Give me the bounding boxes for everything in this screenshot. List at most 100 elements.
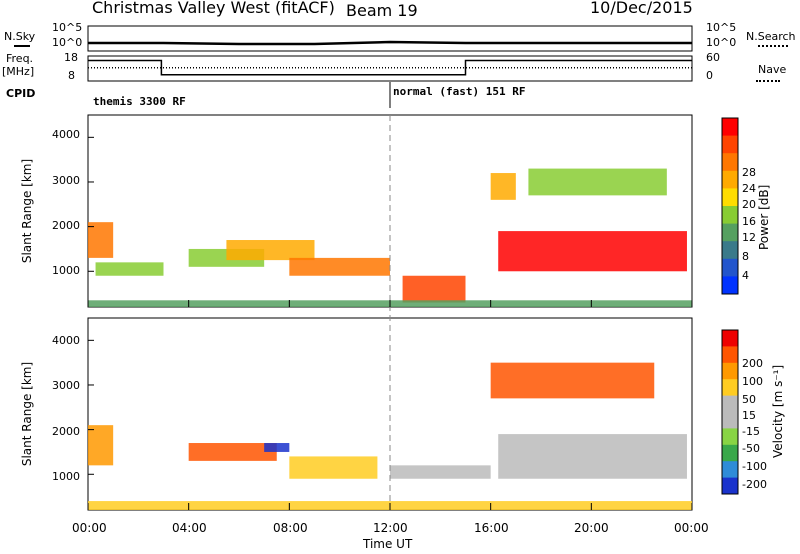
power-colorbar-swatch <box>722 135 738 154</box>
freq-series <box>88 59 692 76</box>
velocity-ytick-1000: 1000 <box>52 470 80 483</box>
velocity-colorbar-swatch <box>722 395 738 413</box>
power-colorbar-swatch <box>722 206 738 225</box>
xtick-4: 16:00 <box>474 521 509 535</box>
nsearch-marker <box>758 45 788 47</box>
nsearch-label: N.Search <box>746 30 796 43</box>
velocity-ytick-3000: 3000 <box>52 379 80 392</box>
cpid-mode-2: normal (fast) 151 RF <box>393 85 526 98</box>
velocity-region <box>264 443 290 452</box>
velocity-colorbar-swatch <box>722 379 738 397</box>
power-region <box>402 275 466 303</box>
noise-left-tick-top: 10^5 <box>52 21 83 34</box>
nave-marker <box>756 80 780 82</box>
power-region <box>88 222 114 258</box>
page-title: Christmas Valley West (fitACF) <box>92 0 335 17</box>
power-cb-tick-16: 16 <box>742 215 756 228</box>
noise-right-tick-top: 10^5 <box>706 21 737 34</box>
velocity-cb-tick-m50: -50 <box>742 442 760 455</box>
xtick-6: 00:00 <box>674 521 709 535</box>
velocity-cb-tick-200: 200 <box>742 357 763 370</box>
power-region <box>498 231 687 272</box>
power-ytick-1000: 1000 <box>52 264 80 277</box>
power-colorbar-swatch <box>722 153 738 172</box>
velocity-colorbar-swatch <box>722 461 738 479</box>
noise-sky-line <box>88 40 692 46</box>
velocity-colorbar <box>721 329 739 495</box>
freq-left-tick-top: 18 <box>64 51 78 64</box>
velocity-region <box>289 456 378 479</box>
xtick-2: 08:00 <box>273 521 308 535</box>
power-colorbar-swatch <box>722 223 738 242</box>
power-colorbar <box>721 117 739 295</box>
noise-right-tick-bottom: 10^0 <box>706 36 737 49</box>
xtick-5: 20:00 <box>574 521 609 535</box>
nsky-marker <box>14 45 30 47</box>
velocity-colorbar-swatch <box>722 330 738 347</box>
power-ytick-4000: 4000 <box>52 128 80 141</box>
power-cb-tick-20: 20 <box>742 198 756 211</box>
velocity-region <box>88 425 114 466</box>
freq-left-tick-bottom: 8 <box>68 69 75 82</box>
cpid-mode-1: themis 3300 RF <box>93 95 186 108</box>
velocity-region <box>390 465 491 479</box>
power-ytick-3000: 3000 <box>52 174 80 187</box>
power-colorbar-swatch <box>722 276 738 295</box>
freq-line <box>88 59 692 76</box>
velocity-cb-tick-m100: -100 <box>742 460 767 473</box>
beam-label: Beam 19 <box>346 1 418 20</box>
velocity-ytick-4000: 4000 <box>52 334 80 347</box>
velocity-colorbar-label: Velocity [m s⁻¹] <box>771 364 785 458</box>
velocity-cb-tick-15: 15 <box>742 409 756 422</box>
power-colorbar-swatch <box>722 241 738 260</box>
xaxis-label: Time UT <box>363 537 413 551</box>
axis-ticks <box>87 136 693 510</box>
velocity-cb-tick-m200: -200 <box>742 478 767 491</box>
power-region <box>226 240 315 261</box>
cpid-label: CPID <box>6 87 36 100</box>
velocity-colorbar-swatch <box>722 412 738 429</box>
freq-right-tick-bottom: 0 <box>706 69 713 82</box>
velocity-colorbar-swatch <box>722 362 738 380</box>
xtick-1: 04:00 <box>172 521 207 535</box>
xtick-3: 12:00 <box>373 521 408 535</box>
power-cb-tick-28: 28 <box>742 166 756 179</box>
velocity-ytick-2000: 2000 <box>52 425 80 438</box>
velocity-colorbar-swatch <box>722 477 738 495</box>
power-colorbar-swatch <box>722 118 738 137</box>
freq-right-tick-top: 60 <box>706 51 720 64</box>
velocity-ylabel: Slant Range [km] <box>20 361 35 467</box>
power-colorbar-frame <box>721 117 739 295</box>
date-label: 10/Dec/2015 <box>590 0 693 17</box>
nsky-label: N.Sky <box>4 30 36 43</box>
power-cb-tick-24: 24 <box>742 182 756 195</box>
nave-label: Nave <box>758 63 787 76</box>
power-region <box>289 257 390 276</box>
noise-series <box>88 40 692 46</box>
velocity-colorbar-swatch <box>722 444 738 462</box>
noise-left-tick-bottom: 10^0 <box>52 36 83 49</box>
power-colorbar-swatch <box>722 188 738 207</box>
power-cb-tick-12: 12 <box>742 231 756 244</box>
velocity-region <box>498 434 687 479</box>
velocity-cb-tick-m15: -15 <box>742 425 760 438</box>
velocity-region <box>188 443 277 461</box>
power-ylabel: Slant Range [km] <box>20 158 35 264</box>
power-region <box>490 173 516 200</box>
power-colorbar-label: Power [dB] <box>757 184 771 250</box>
velocity-colorbar-swatch <box>722 428 738 446</box>
velocity-colorbar-swatch <box>722 346 738 364</box>
power-colorbar-swatch <box>722 258 738 277</box>
noise-panel-frame <box>87 25 693 52</box>
power-ytick-2000: 2000 <box>52 219 80 232</box>
velocity-colorbar-frame <box>721 329 739 495</box>
velocity-region <box>490 362 655 399</box>
power-cb-tick-4: 4 <box>742 269 749 282</box>
velocity-cb-tick-100: 100 <box>742 375 763 388</box>
power-region <box>528 168 667 196</box>
velocity-cb-tick-50: 50 <box>742 393 756 406</box>
freq-label-line1: Freq. <box>6 52 34 65</box>
power-cb-tick-8: 8 <box>742 250 749 263</box>
freq-label-line2: [MHz] <box>2 65 35 78</box>
